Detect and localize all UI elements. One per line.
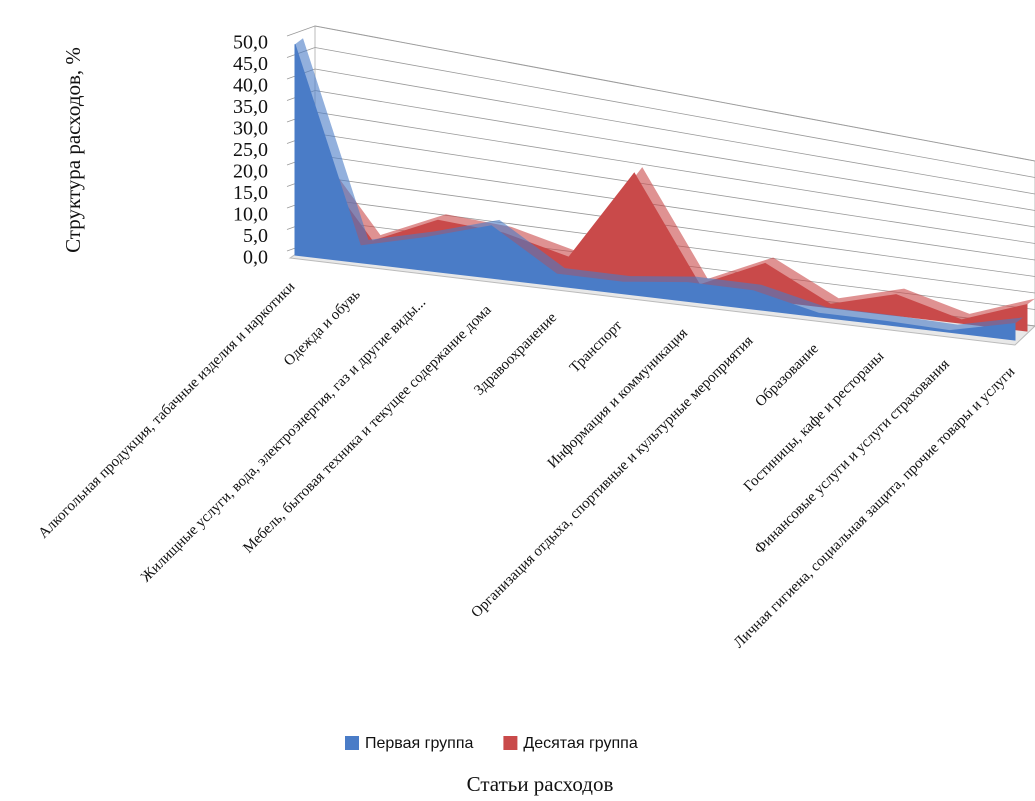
grid-line xyxy=(314,25,1035,162)
y-tick-label: 50,0 xyxy=(233,32,268,54)
y-tick-label: 35,0 xyxy=(233,96,268,118)
x-tick-label: Образование xyxy=(752,341,822,411)
grid-line xyxy=(314,154,1035,261)
y-tick-label: 20,0 xyxy=(233,161,268,183)
y-tick-label: 45,0 xyxy=(233,53,268,75)
y-axis-title: Структура расходов, % xyxy=(61,47,85,253)
legend-swatch xyxy=(345,736,359,750)
y-tick-label: 30,0 xyxy=(233,118,268,140)
x-tick-label: Гостиницы, кафе и рестораны xyxy=(741,348,887,494)
legend-label: Десятая группа xyxy=(523,735,637,752)
x-tick-label: Транспорт xyxy=(567,317,626,376)
area xyxy=(294,44,1016,341)
legend-swatch xyxy=(503,736,518,750)
x-tick-label: Личная гигиена, социальная защита, прочи… xyxy=(731,364,1018,651)
y-tick-label: 25,0 xyxy=(233,139,268,161)
x-tick-label: Информация и коммуникация xyxy=(545,325,691,471)
legend-label: Первая группа xyxy=(365,735,474,752)
y-tick-label: 15,0 xyxy=(233,182,268,204)
area-depth xyxy=(307,145,1035,320)
grid-line xyxy=(314,111,1035,228)
x-tick-label: Мебель, бытовая техника и текущее содерж… xyxy=(240,302,495,557)
x-tick-label: Организация отдыха, спортивные и культур… xyxy=(468,333,756,621)
x-tick-label: Одежда и обувь xyxy=(281,287,364,370)
grid-line xyxy=(314,47,1035,178)
grid-line xyxy=(314,68,1035,195)
grid-line xyxy=(314,90,1035,211)
y-tick-label: 40,0 xyxy=(233,75,268,97)
x-tick-label: Алкогольная продукция, табачные изделия … xyxy=(36,279,299,542)
grid-line xyxy=(314,133,1035,244)
grid-line xyxy=(286,25,316,37)
y-tick-label: 0,0 xyxy=(243,247,268,269)
x-tick-label: Жилищные услуги, вода, электроэнергия, г… xyxy=(138,294,429,585)
x-axis-title: Статьи расходов xyxy=(467,772,614,796)
y-tick-label: 5,0 xyxy=(243,225,268,247)
y-tick-label: 10,0 xyxy=(233,204,268,226)
